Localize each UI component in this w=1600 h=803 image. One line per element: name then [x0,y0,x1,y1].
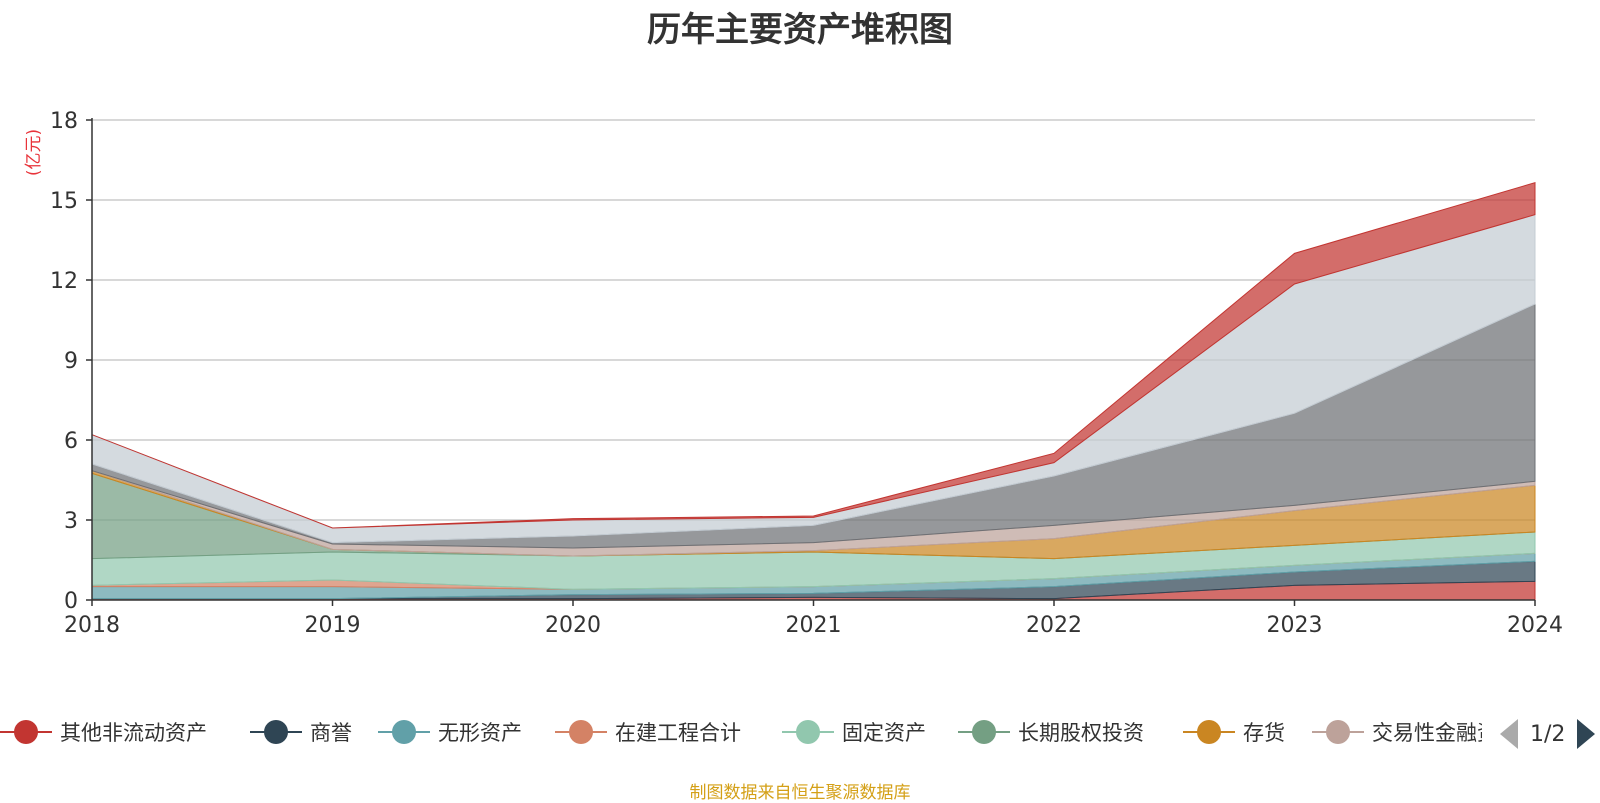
legend-marker-icon [0,717,52,747]
legend-marker-icon [1183,717,1235,747]
area-series [91,181,1536,529]
legend-marker-icon [1312,717,1364,747]
legend-item[interactable]: 存货 [1183,712,1285,752]
x-tick-label: 2022 [1026,613,1082,638]
legend-next-page-icon[interactable] [1577,719,1596,749]
legend-item[interactable]: 在建工程合计 [555,712,741,752]
legend-item[interactable]: 长期股权投资 [958,712,1144,752]
legend: 其他非流动资产 商誉 无形资产 在建工程合计 固定资产 长期股权投资 存货 交易性金融资产 [0,712,1482,752]
source-note: 制图数据来自恒生聚源数据库 [689,783,911,803]
legend-pager: 1/2 [1500,718,1596,750]
legend-marker-icon [958,717,1010,747]
y-tick-label: 0 [64,589,78,614]
legend-marker-icon [782,717,834,747]
x-tick-label: 2019 [305,613,361,638]
chart-title: 历年主要资产堆积图 [647,10,953,50]
legend-item-label: 在建工程合计 [615,721,741,745]
x-tick-label: 2021 [786,613,842,638]
legend-marker-icon [378,717,430,747]
x-tick-label: 2024 [1507,613,1563,638]
legend-item-label: 其他非流动资产 [60,721,207,745]
x-tick-label: 2020 [545,613,601,638]
legend-marker-icon [555,717,607,747]
y-tick-label: 3 [64,509,78,534]
legend-item-label: 交易性金融资产 [1372,721,1482,745]
legend-prev-page-icon[interactable] [1500,719,1518,749]
legend-marker-icon [250,717,302,747]
legend-item-label: 无形资产 [438,721,522,745]
legend-item[interactable]: 交易性金融资产 [1312,712,1482,752]
y-tick-label: 18 [50,109,78,134]
x-tick-label: 2018 [64,613,120,638]
plot-area: 0 3 6 9 12 15 18 2018 2019 2020 2021 2022 2023 2024 [50,109,1563,638]
legend-item-label: 商誉 [310,721,352,745]
legend-item[interactable]: 其他非流动资产 [0,712,207,752]
area-series-group [91,181,1536,601]
legend-item[interactable]: 商誉 [250,712,352,752]
legend-item-label: 固定资产 [842,721,926,745]
y-tick-label: 12 [50,269,78,294]
x-tick-label: 2023 [1267,613,1323,638]
y-tick-label: 15 [50,189,78,214]
legend-item-label: 存货 [1243,721,1285,745]
y-tick-label: 9 [64,349,78,374]
legend-item[interactable]: 无形资产 [378,712,522,752]
legend-item-label: 长期股权投资 [1018,721,1144,745]
y-tick-label: 6 [64,429,78,454]
legend-page-indicator: 1/2 [1530,721,1566,747]
legend-item[interactable]: 固定资产 [782,712,926,752]
